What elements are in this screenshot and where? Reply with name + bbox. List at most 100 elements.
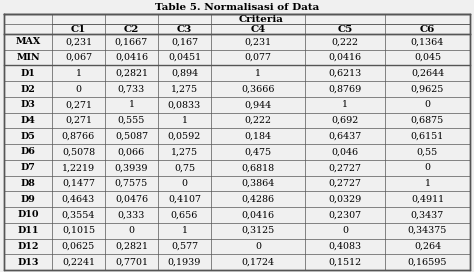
Text: 1,275: 1,275: [171, 85, 198, 94]
Text: 0,167: 0,167: [171, 37, 198, 46]
Text: 0: 0: [342, 226, 348, 235]
Text: D5: D5: [21, 132, 36, 141]
Text: 0,692: 0,692: [331, 116, 359, 125]
Text: Table 5. Normalisasi of Data: Table 5. Normalisasi of Data: [155, 2, 319, 11]
Text: 0,271: 0,271: [65, 116, 92, 125]
Text: 0,222: 0,222: [331, 37, 358, 46]
Text: 0,6437: 0,6437: [328, 132, 362, 141]
Text: 0,733: 0,733: [118, 85, 145, 94]
Text: 0,046: 0,046: [331, 147, 358, 156]
Text: 0,656: 0,656: [171, 211, 198, 220]
Text: 0,4643: 0,4643: [62, 195, 95, 204]
Text: 0,3554: 0,3554: [62, 211, 95, 220]
Text: C6: C6: [420, 24, 435, 33]
Text: 1: 1: [182, 116, 188, 125]
Text: C5: C5: [337, 24, 353, 33]
Text: 0,34375: 0,34375: [408, 226, 447, 235]
Text: 0,3437: 0,3437: [411, 211, 444, 220]
Text: 1: 1: [255, 69, 261, 78]
Text: 0,271: 0,271: [65, 100, 92, 109]
Text: 0,16595: 0,16595: [408, 258, 447, 267]
Text: 0: 0: [128, 226, 135, 235]
Text: D4: D4: [20, 116, 36, 125]
Text: 0,222: 0,222: [245, 116, 272, 125]
Text: 0,7575: 0,7575: [115, 179, 148, 188]
Text: D3: D3: [20, 100, 36, 109]
Text: 0,0329: 0,0329: [328, 195, 362, 204]
Text: 0: 0: [425, 100, 430, 109]
Text: D12: D12: [17, 242, 39, 251]
Text: 0,2644: 0,2644: [411, 69, 444, 78]
Text: 0: 0: [182, 179, 188, 188]
Text: 0,0416: 0,0416: [241, 211, 274, 220]
Text: 1: 1: [342, 100, 348, 109]
Text: C1: C1: [71, 24, 86, 33]
Text: C2: C2: [124, 24, 139, 33]
Text: 0,066: 0,066: [118, 147, 145, 156]
Text: 0,231: 0,231: [245, 37, 272, 46]
Text: 0,6151: 0,6151: [411, 132, 444, 141]
Text: 0,1364: 0,1364: [411, 37, 444, 46]
Text: 0,5078: 0,5078: [62, 147, 95, 156]
Text: D9: D9: [21, 195, 36, 204]
Text: 0,3125: 0,3125: [241, 226, 274, 235]
Text: 0,4286: 0,4286: [241, 195, 274, 204]
Text: 0,0833: 0,0833: [168, 100, 201, 109]
Text: D10: D10: [17, 211, 39, 220]
Text: 1: 1: [425, 179, 430, 188]
Text: 0: 0: [255, 242, 261, 251]
Text: 0,2727: 0,2727: [328, 179, 362, 188]
Text: 0,1939: 0,1939: [168, 258, 201, 267]
Text: D13: D13: [17, 258, 39, 267]
Text: 0,555: 0,555: [118, 116, 145, 125]
Text: 0,0416: 0,0416: [115, 53, 148, 62]
Text: D8: D8: [20, 179, 36, 188]
Text: 0,1667: 0,1667: [115, 37, 148, 46]
Text: 0,0625: 0,0625: [62, 242, 95, 251]
Text: D1: D1: [20, 69, 36, 78]
Text: 0,6818: 0,6818: [241, 163, 274, 172]
Text: 0,7701: 0,7701: [115, 258, 148, 267]
Text: 0,5087: 0,5087: [115, 132, 148, 141]
Text: 0,8766: 0,8766: [62, 132, 95, 141]
Text: 0,2307: 0,2307: [328, 211, 362, 220]
Text: 1,2219: 1,2219: [62, 163, 95, 172]
Text: 0,6875: 0,6875: [411, 116, 444, 125]
Text: C4: C4: [250, 24, 265, 33]
Text: 0,1015: 0,1015: [62, 226, 95, 235]
Text: 0,4083: 0,4083: [328, 242, 362, 251]
Text: 0,3864: 0,3864: [241, 179, 274, 188]
Text: 0,0592: 0,0592: [168, 132, 201, 141]
Text: 0,3939: 0,3939: [115, 163, 148, 172]
Text: 0,1512: 0,1512: [328, 258, 362, 267]
Text: 0: 0: [425, 163, 430, 172]
Text: 0,231: 0,231: [65, 37, 92, 46]
Text: Criteria: Criteria: [238, 14, 283, 23]
Text: 0,475: 0,475: [245, 147, 272, 156]
Text: 1: 1: [75, 69, 82, 78]
Text: 0,894: 0,894: [171, 69, 198, 78]
Text: 0,55: 0,55: [417, 147, 438, 156]
Text: C3: C3: [177, 24, 192, 33]
Text: 0,067: 0,067: [65, 53, 92, 62]
Text: 0,333: 0,333: [118, 211, 145, 220]
Text: 0,077: 0,077: [245, 53, 272, 62]
Text: D11: D11: [17, 226, 39, 235]
Text: 0,264: 0,264: [414, 242, 441, 251]
Text: 0,6213: 0,6213: [328, 69, 362, 78]
Text: 0,3666: 0,3666: [241, 85, 275, 94]
Text: 0,8769: 0,8769: [328, 85, 362, 94]
Text: D2: D2: [20, 85, 36, 94]
Text: MIN: MIN: [16, 53, 40, 62]
Text: 0,0416: 0,0416: [328, 53, 362, 62]
Text: 0,4107: 0,4107: [168, 195, 201, 204]
Text: 1: 1: [182, 226, 188, 235]
Text: 0,75: 0,75: [174, 163, 195, 172]
Text: 0,0451: 0,0451: [168, 53, 201, 62]
Text: 0,2727: 0,2727: [328, 163, 362, 172]
Text: 0,2821: 0,2821: [115, 69, 148, 78]
Text: 0,1724: 0,1724: [241, 258, 274, 267]
Text: 1: 1: [128, 100, 135, 109]
Text: MAX: MAX: [15, 37, 41, 46]
Text: 0,0476: 0,0476: [115, 195, 148, 204]
